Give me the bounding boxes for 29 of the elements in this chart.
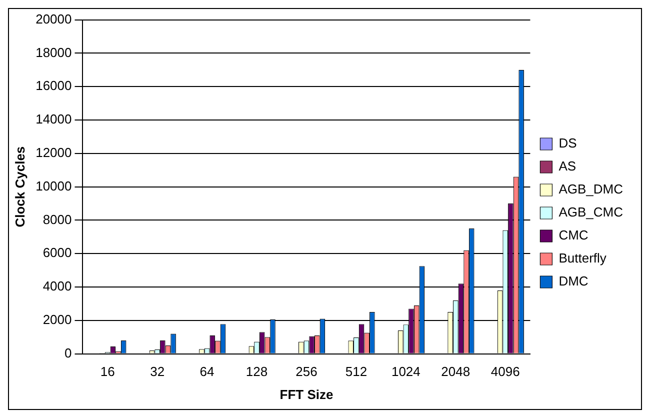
y-axis-title: Clock Cycles (12, 146, 28, 228)
legend-label: AS (558, 158, 576, 174)
y-tick-label: 6000 (42, 245, 72, 260)
x-tick-label: 256 (296, 364, 318, 380)
x-tick-label: 2048 (441, 364, 470, 380)
x-tick-label: 1024 (391, 364, 420, 380)
x-tick-label: 16 (100, 364, 115, 380)
y-tick-label: 8000 (42, 212, 72, 227)
x-tick-label: 32 (150, 364, 165, 380)
legend-label: CMC (558, 228, 588, 243)
y-tick-label: 12000 (36, 144, 72, 160)
legend-label: DS (558, 136, 578, 151)
y-tick-label: 0 (64, 345, 72, 360)
x-tick-label: 128 (246, 364, 268, 380)
legend-label: DMC (558, 274, 588, 289)
y-tick-label: 10000 (36, 178, 72, 194)
legend-label: AGB_DMC (558, 182, 624, 197)
legend-label: AGB_CMC (558, 204, 624, 220)
y-tick-label: 18000 (36, 44, 72, 60)
y-tick-label: 20000 (36, 11, 72, 26)
x-tick-label: 4096 (490, 364, 520, 380)
y-tick-label: 4000 (42, 278, 72, 294)
y-tick-label: 14000 (36, 112, 72, 127)
x-axis-title: FFT Size (280, 386, 334, 402)
x-tick-label: 512 (345, 364, 368, 380)
y-tick-label: 2000 (42, 312, 72, 327)
y-tick-label: 16000 (36, 78, 72, 94)
legend-label: Butterfly (558, 250, 607, 266)
x-tick-label: 64 (200, 364, 214, 380)
